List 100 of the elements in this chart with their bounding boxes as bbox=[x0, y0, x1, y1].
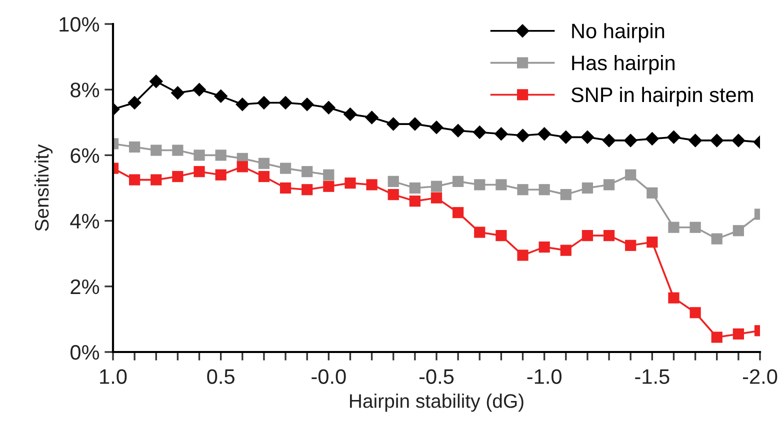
point bbox=[451, 124, 465, 138]
point bbox=[214, 89, 228, 104]
point bbox=[343, 107, 358, 122]
point bbox=[129, 141, 140, 153]
point bbox=[690, 222, 701, 233]
point bbox=[559, 130, 573, 144]
point bbox=[388, 189, 399, 200]
point bbox=[645, 132, 660, 146]
y-tick-label: 4% bbox=[70, 214, 100, 228]
legend-label: No hairpin bbox=[572, 23, 664, 42]
point bbox=[668, 222, 680, 233]
x-tick-label: 1.0 bbox=[100, 369, 127, 384]
point bbox=[409, 196, 420, 207]
point bbox=[302, 166, 313, 178]
point bbox=[711, 332, 722, 343]
point bbox=[560, 244, 572, 256]
point bbox=[386, 117, 400, 131]
point bbox=[128, 96, 142, 110]
y-tick-label: 0% bbox=[70, 345, 100, 360]
point bbox=[150, 144, 162, 156]
point bbox=[323, 180, 334, 192]
y-tick-label: 8% bbox=[70, 82, 100, 98]
point bbox=[582, 230, 594, 242]
point bbox=[172, 144, 184, 156]
point bbox=[580, 130, 594, 144]
point bbox=[302, 184, 313, 196]
x-axis-title: Hairpin stability (dG) bbox=[350, 394, 524, 412]
point bbox=[646, 187, 658, 198]
point bbox=[278, 96, 292, 110]
point bbox=[280, 182, 292, 194]
point bbox=[408, 117, 422, 131]
point bbox=[732, 134, 746, 148]
point bbox=[624, 134, 638, 148]
point bbox=[538, 241, 550, 253]
point bbox=[472, 125, 487, 140]
point bbox=[452, 207, 464, 218]
y-tick-label: 6% bbox=[70, 148, 100, 163]
y-tick-label: 10% bbox=[60, 17, 100, 32]
point bbox=[430, 120, 444, 134]
point bbox=[344, 178, 356, 189]
point bbox=[688, 134, 702, 148]
point bbox=[732, 328, 744, 340]
point bbox=[150, 174, 162, 186]
point bbox=[215, 150, 226, 161]
point bbox=[537, 127, 552, 141]
point bbox=[215, 169, 226, 180]
x-tick-label: -0.0 bbox=[312, 369, 346, 384]
point bbox=[192, 82, 206, 96]
point bbox=[236, 161, 248, 172]
point bbox=[149, 74, 164, 88]
point bbox=[280, 162, 292, 174]
point bbox=[603, 230, 615, 242]
point bbox=[668, 292, 680, 304]
point bbox=[625, 240, 636, 251]
point bbox=[711, 233, 722, 244]
point bbox=[194, 166, 205, 178]
point bbox=[474, 226, 486, 238]
point bbox=[494, 127, 508, 141]
point bbox=[710, 134, 724, 148]
point bbox=[560, 189, 572, 200]
point bbox=[474, 179, 486, 190]
point bbox=[322, 100, 336, 115]
point bbox=[364, 110, 379, 124]
point bbox=[625, 169, 636, 180]
x-tick-label: -0.5 bbox=[419, 369, 454, 384]
point bbox=[172, 170, 184, 182]
point bbox=[690, 307, 701, 318]
y-axis-title: Sensitivity bbox=[34, 144, 53, 231]
point bbox=[388, 176, 399, 187]
point bbox=[257, 96, 271, 110]
point bbox=[666, 130, 681, 144]
point bbox=[258, 170, 270, 182]
point bbox=[452, 176, 464, 187]
point bbox=[496, 179, 507, 190]
point bbox=[129, 174, 140, 186]
point bbox=[517, 184, 528, 196]
point bbox=[366, 179, 378, 190]
point bbox=[582, 182, 594, 194]
point bbox=[516, 128, 530, 142]
point bbox=[236, 97, 250, 112]
point bbox=[732, 225, 744, 236]
y-tick-label: 2% bbox=[70, 279, 100, 294]
point bbox=[517, 250, 528, 261]
point bbox=[170, 86, 185, 100]
legend-label: SNP in hairpin stem bbox=[571, 86, 753, 106]
x-tick-label: -1.5 bbox=[635, 369, 670, 384]
legend-label: Has hairpin bbox=[572, 54, 674, 74]
point bbox=[409, 182, 420, 194]
point bbox=[430, 192, 442, 204]
point bbox=[496, 230, 507, 242]
point bbox=[646, 236, 658, 248]
point bbox=[300, 97, 314, 112]
point bbox=[194, 150, 205, 161]
point bbox=[603, 179, 615, 190]
x-tick-label: 0.5 bbox=[207, 369, 234, 384]
x-tick-label: -2.0 bbox=[742, 369, 778, 384]
point bbox=[538, 184, 550, 196]
x-tick-label: -1.0 bbox=[527, 369, 562, 384]
point bbox=[323, 169, 334, 180]
point bbox=[430, 180, 442, 192]
